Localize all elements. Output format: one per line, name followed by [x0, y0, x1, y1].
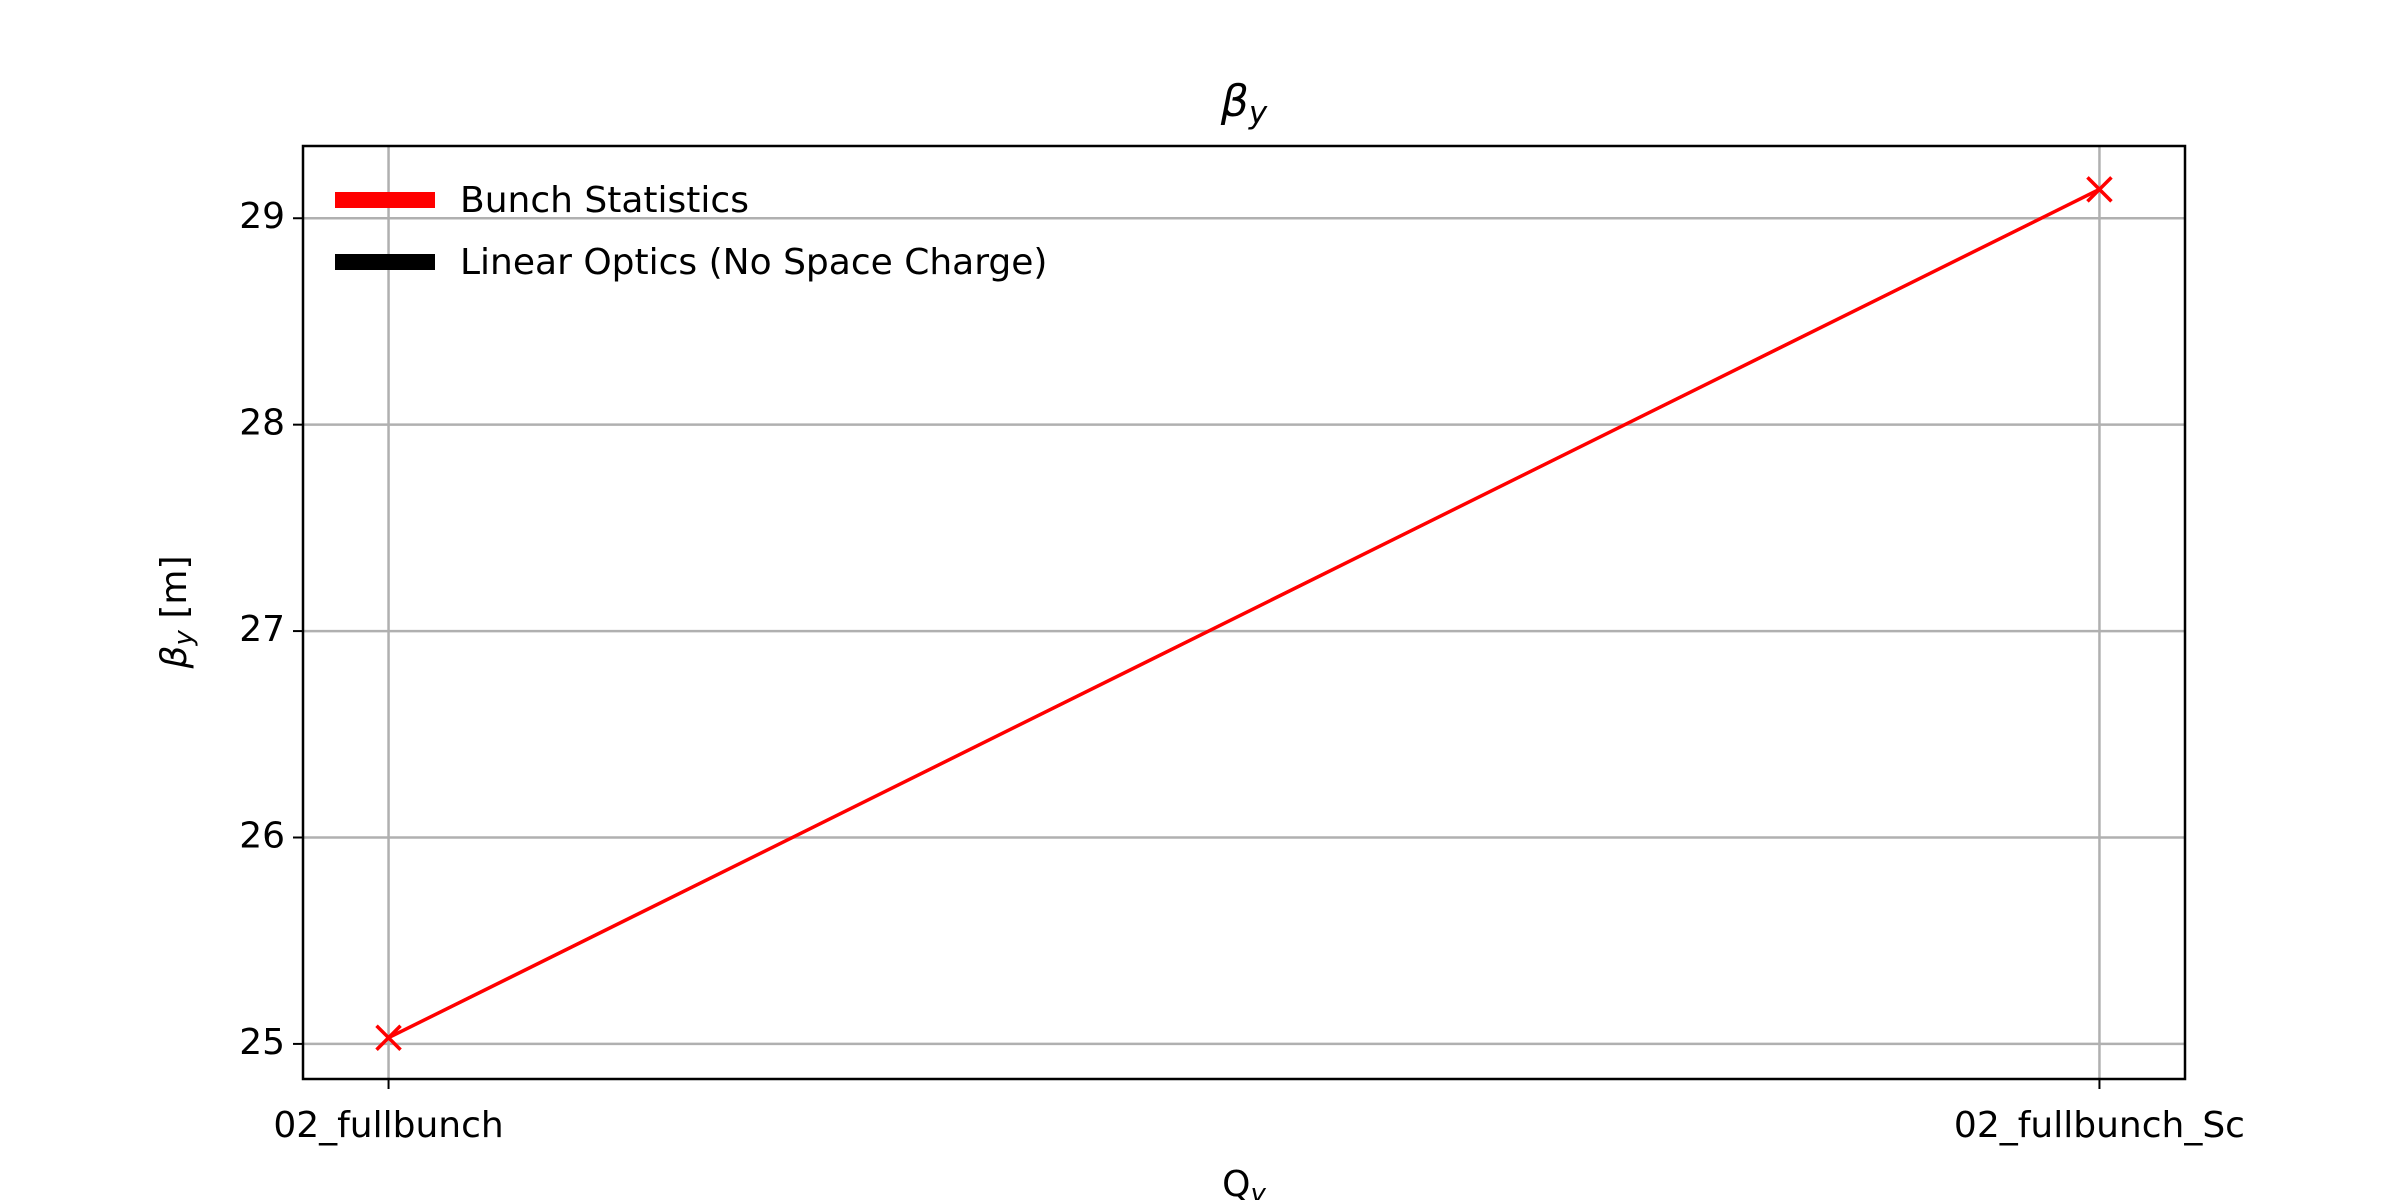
- xlabel-subscript: y: [1249, 1179, 1266, 1200]
- marker: [375, 1024, 402, 1051]
- x-tick-label: 02_fullbunch: [273, 1105, 503, 1146]
- ylabel-suffix: [m]: [154, 556, 195, 631]
- y-tick-label: 26: [239, 815, 285, 856]
- title-subscript: y: [1248, 95, 1268, 131]
- ylabel-subscript: y: [169, 630, 199, 647]
- marker: [2086, 176, 2113, 203]
- y-tick-label: 25: [239, 1022, 285, 1063]
- x-axis-label: Qy: [1222, 1164, 1266, 1200]
- x-tick-label: 02_fullbunch_Sc: [1954, 1105, 2245, 1146]
- y-axis-label: βy [m]: [154, 556, 199, 670]
- xlabel-symbol: Q: [1222, 1164, 1250, 1200]
- title-symbol: β: [1220, 76, 1249, 127]
- ylabel-symbol: β: [154, 646, 195, 670]
- chart-title: βy: [1220, 76, 1268, 131]
- series-line: [387, 187, 2101, 1040]
- legend-label: Linear Optics (No Space Charge): [460, 242, 1047, 283]
- y-tick-label: 27: [239, 609, 285, 650]
- plot-frame: [301, 144, 2187, 1081]
- y-tick-label: 29: [239, 196, 285, 237]
- legend-label: Bunch Statistics: [460, 180, 749, 221]
- y-tick-label: 28: [239, 403, 285, 444]
